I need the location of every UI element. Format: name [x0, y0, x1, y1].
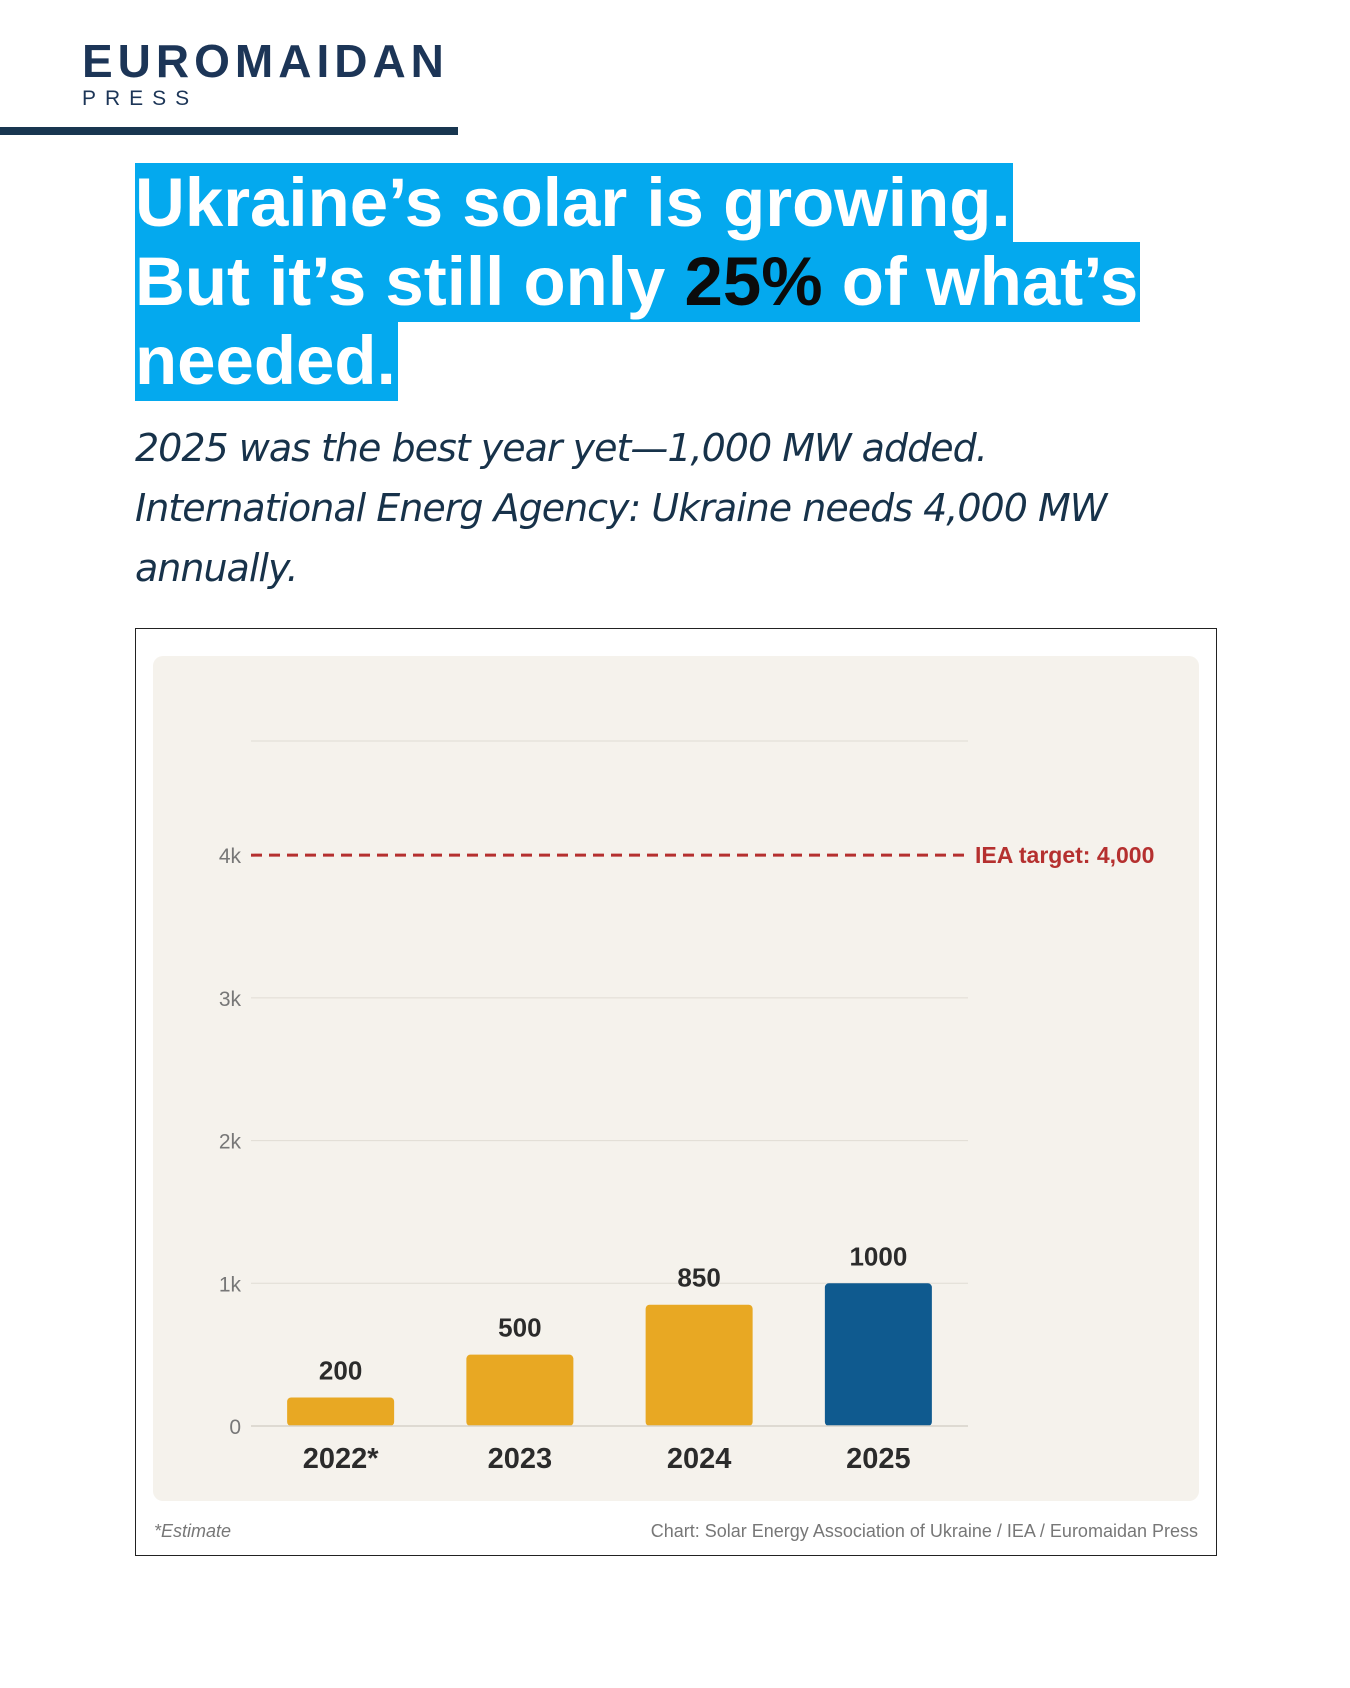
target-label: IEA target: 4,000 [975, 842, 1154, 868]
bar [287, 1397, 395, 1426]
subtitle: 2025 was the best year yet—1,000 MW adde… [135, 418, 1235, 598]
headline-line-2-post: of what’s [822, 243, 1139, 320]
chart-panel: 0 1k 2k 3k 4k IEA target: 4,000 200 2022* 500 202… [153, 656, 1199, 1501]
brand-logo: EUROMAIDAN PRESS [82, 38, 449, 109]
headline: Ukraine’s solar is growing. But it’s sti… [135, 163, 1141, 401]
brand-divider [0, 127, 458, 135]
chart-footnote: *Estimate [154, 1521, 232, 1541]
y-tick-label: 2k [219, 1131, 242, 1154]
bar-chart: 0 1k 2k 3k 4k IEA target: 4,000 200 2022* 500 202… [219, 740, 1154, 1475]
subtitle-line-3: annually. [135, 546, 299, 590]
y-tick-label: 1k [219, 1273, 242, 1296]
headline-line-2-pre: But it’s still only [135, 243, 685, 320]
headline-accent: 25% [684, 243, 823, 320]
brand-name: EUROMAIDAN [82, 35, 449, 87]
bar [466, 1354, 574, 1426]
x-tick-label: 2022* [303, 1443, 380, 1475]
bar-value-label: 200 [319, 1355, 362, 1385]
bar-value-label: 1000 [849, 1241, 907, 1271]
y-tick-label: 3k [219, 988, 242, 1011]
bar-value-label: 850 [677, 1263, 720, 1293]
subtitle-line-1: 2025 was the best year yet—1,000 MW adde… [135, 426, 988, 470]
bar-value-label: 500 [498, 1313, 541, 1343]
brand-sub: PRESS [82, 87, 199, 110]
bar [824, 1283, 932, 1426]
y-tick-label: 0 [229, 1416, 241, 1439]
subtitle-line-2: International Energ Agency: Ukraine need… [135, 486, 1107, 530]
headline-line-1: Ukraine’s solar is growing. [135, 163, 1013, 243]
headline-line-2: But it’s still only 25% of what’s [135, 242, 1141, 322]
headline-line-3: needed. [135, 321, 398, 401]
y-tick-label: 4k [219, 845, 242, 868]
chart-source: Chart: Solar Energy Association of Ukrai… [650, 1521, 1198, 1541]
bar [645, 1304, 753, 1426]
x-tick-label: 2023 [488, 1443, 553, 1475]
x-tick-label: 2024 [667, 1443, 732, 1475]
chart-frame: 0 1k 2k 3k 4k IEA target: 4,000 200 2022* 500 202… [135, 628, 1217, 1556]
x-tick-label: 2025 [846, 1443, 911, 1475]
